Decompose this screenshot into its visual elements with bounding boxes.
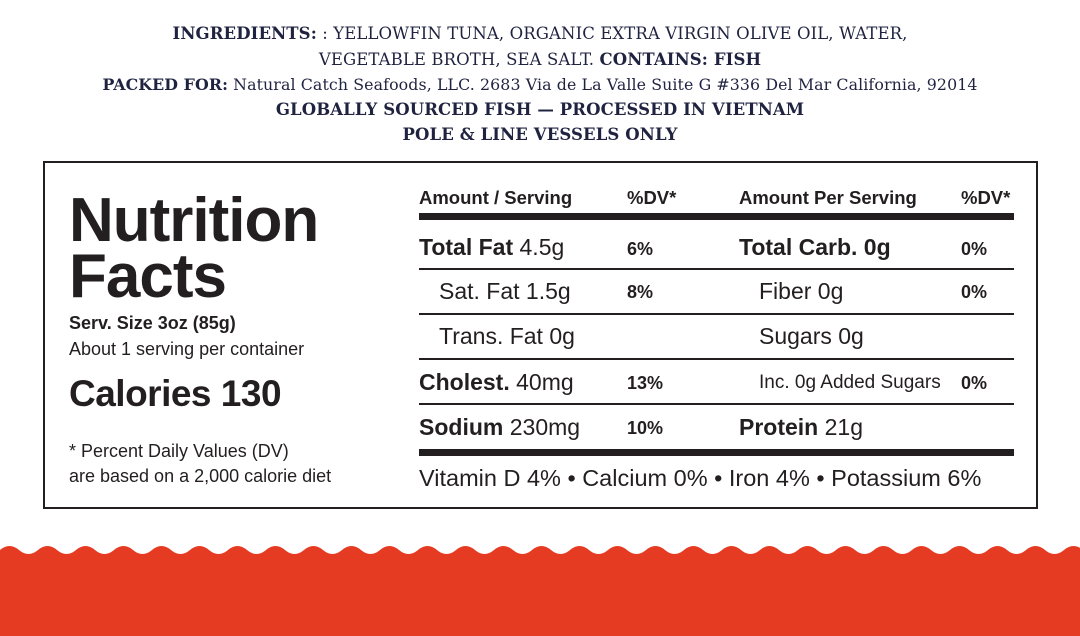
vessels-text: POLE & LINE VESSELS ONLY [402,125,678,144]
packed-for-text: Natural Catch Seafoods, LLC. 2683 Via de… [233,75,978,94]
header-dv-left: %DV* [627,187,677,208]
row-divider [419,313,1014,315]
red-wave-band [0,546,1080,636]
header-divider [419,213,1014,220]
ingredients-line-1: INGREDIENTS: : YELLOWFIN TUNA, ORGANIC E… [0,24,1080,43]
title-line-1: Nutrition [69,186,319,255]
trans-fat-row: Trans. Fat 0g [439,323,575,349]
cholesterol-row: Cholest. 40mg [419,369,574,396]
row-divider [419,403,1014,405]
fiber-dv: 0% [961,282,988,302]
cholesterol-dv: 13% [627,373,664,393]
vitamins-divider [419,449,1014,456]
ingredients-line-2: VEGETABLE BROTH, SEA SALT. CONTAINS: FIS… [0,50,1080,69]
sodium-row: Sodium 230mg [419,414,580,441]
sodium-dv: 10% [627,418,664,438]
total-carb-row: Total Carb. 0g [739,234,891,261]
footnote-line-2: are based on a 2,000 calorie diet [69,466,332,486]
total-fat-name: Total Fat [419,234,514,260]
total-carb-name: Total Carb. 0g [739,234,891,260]
sat-fat-dv: 8% [627,282,654,302]
ingredients-text-1: : YELLOWFIN TUNA, ORGANIC EXTRA VIRGIN O… [322,24,908,43]
packed-for-line: PACKED FOR: Natural Catch Seafoods, LLC.… [0,75,1080,94]
protein-row: Protein 21g [739,414,863,441]
vitamins-minerals: Vitamin D 4% • Calcium 0% • Iron 4% • Po… [419,465,982,491]
cholesterol-amount: 40mg [516,369,574,395]
sodium-amount: 230mg [509,414,581,440]
total-carb-dv: 0% [961,239,988,259]
header-dv-right: %DV* [961,187,1011,208]
protein-name: Protein [739,414,819,440]
total-fat-row: Total Fat 4.5g [419,234,564,261]
protein-amount: 21g [824,414,863,440]
contains-statement: CONTAINS: FISH [599,50,762,69]
calories: Calories 130 [69,373,282,414]
sourcing-text: GLOBALLY SOURCED FISH — PROCESSED IN VIE… [275,100,805,119]
total-fat-amount: 4.5g [519,234,565,260]
added-sugars-row: Inc. 0g Added Sugars [759,372,941,393]
cholesterol-name: Cholest. [419,369,510,395]
serving-size: Serv. Size 3oz (85g) [69,313,236,333]
total-fat-dv: 6% [627,239,654,259]
nutrition-facts-panel: Nutrition Facts Serv. Size 3oz (85g) Abo… [43,161,1038,509]
sourcing-line: GLOBALLY SOURCED FISH — PROCESSED IN VIE… [0,100,1080,119]
ingredients-text-2: VEGETABLE BROTH, SEA SALT. [318,50,595,69]
fiber-row: Fiber 0g [759,278,844,304]
sugars-row: Sugars 0g [759,323,864,349]
vessels-line: POLE & LINE VESSELS ONLY [0,125,1080,144]
header-amount-serving: Amount / Serving [419,187,573,208]
packed-for-label: PACKED FOR: [102,75,229,94]
wave-shape [0,546,1080,636]
row-divider [419,268,1014,270]
header-amount-per-serving: Amount Per Serving [739,187,917,208]
sodium-name: Sodium [419,414,504,440]
footnote-line-1: * Percent Daily Values (DV) [69,441,289,461]
title-line-2: Facts [69,242,227,311]
row-divider [419,358,1014,360]
sat-fat-row: Sat. Fat 1.5g [439,278,571,304]
added-sugars-dv: 0% [961,373,988,393]
ingredients-label: INGREDIENTS: [172,24,317,43]
nutrition-facts-title: Nutrition Facts [69,186,319,311]
servings-per-container: About 1 serving per container [69,339,305,359]
